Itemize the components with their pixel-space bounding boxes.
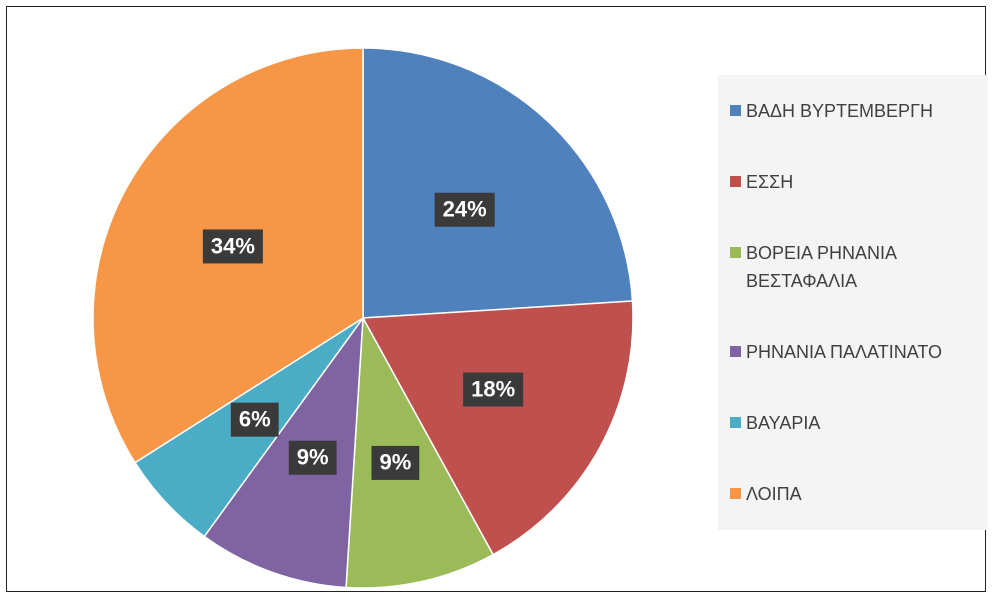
data-label: 34% xyxy=(202,229,263,264)
legend-label: ΒΟΡΕΙΑ ΡΗΝΑΝΙΑ ΒΕΣΤΑΦΑΛΙΑ xyxy=(746,242,897,291)
legend-swatch xyxy=(730,104,741,116)
data-label: 18% xyxy=(463,372,524,407)
legend-label: ΒΑΥΑΡΙΑ xyxy=(746,413,821,434)
legend-swatch xyxy=(730,417,741,429)
data-label: 9% xyxy=(371,445,420,480)
data-label-text: 9% xyxy=(379,450,411,475)
legend: ΒΑΔΗ ΒΥΡΤΕΜΒΕΡΓΗ ΕΣΣΗ ΒΟΡΕΙΑ ΡΗΝΑΝΙΑ ΒΕΣΤΑ… xyxy=(718,75,988,530)
legend-item: ΒΑΔΗ ΒΥΡΤΕΜΒΕΡΓΗ xyxy=(730,97,982,125)
legend-swatch xyxy=(730,175,741,187)
data-label: 6% xyxy=(230,402,279,437)
legend-label: ΒΑΔΗ ΒΥΡΤΕΜΒΕΡΓΗ xyxy=(746,100,933,121)
data-label-text: 18% xyxy=(471,376,515,401)
legend-swatch xyxy=(730,488,741,500)
legend-item: ΒΑΥΑΡΙΑ xyxy=(730,409,982,437)
data-label-bg xyxy=(288,440,337,475)
data-label-bg xyxy=(463,372,524,407)
data-label-text: 6% xyxy=(239,406,271,431)
legend-label: ΡΗΝΑΝΙΑ ΠΑΛΑΤΙΝΑΤΟ xyxy=(746,342,943,363)
data-label: 24% xyxy=(434,192,495,227)
pie-slice xyxy=(361,300,634,556)
legend-swatch xyxy=(730,346,741,358)
legend-item: ΕΣΣΗ xyxy=(730,168,982,196)
pie-slice xyxy=(345,315,495,589)
legend-item: ΒΟΡΕΙΑ ΡΗΝΑΝΙΑ ΒΕΣΤΑΦΑΛΙΑ xyxy=(730,239,982,295)
data-label-bg xyxy=(434,192,495,227)
data-label: 9% xyxy=(288,440,337,475)
data-label-bg xyxy=(202,229,263,264)
legend-label: ΕΣΣΗ xyxy=(746,171,794,192)
data-label-text: 24% xyxy=(443,197,487,222)
legend-item: ΛΟΙΠΑ xyxy=(730,480,982,508)
pie-slice xyxy=(362,47,634,319)
data-label-bg xyxy=(230,402,279,437)
data-label-text: 34% xyxy=(211,233,255,258)
data-label-text: 9% xyxy=(297,445,329,470)
data-label-bg xyxy=(371,445,420,480)
pie-slice xyxy=(203,315,364,589)
legend-item: ΡΗΝΑΝΙΑ ΠΑΛΑΤΙΝΑΤΟ xyxy=(730,338,982,366)
legend-label: ΛΟΙΠΑ xyxy=(746,484,802,505)
legend-swatch xyxy=(730,246,741,258)
